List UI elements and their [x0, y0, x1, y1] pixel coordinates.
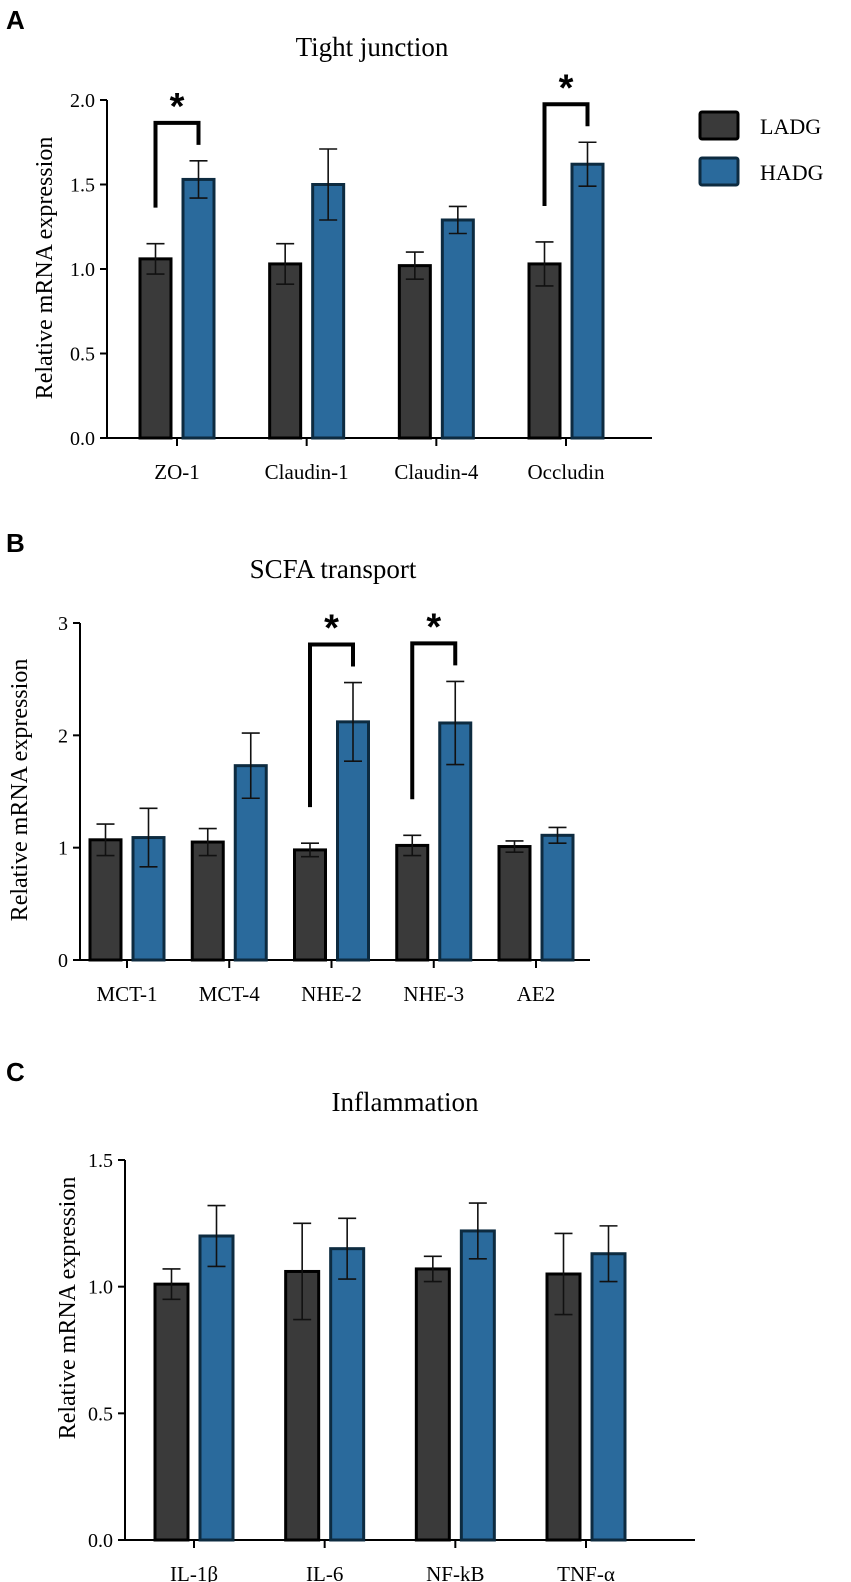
x-tick-label: Occludin	[528, 460, 605, 484]
bar-ladg	[190, 840, 225, 962]
y-tick-label: 0.5	[70, 344, 95, 366]
error-bar	[301, 842, 319, 858]
y-tick-label: 3	[58, 613, 68, 635]
y-tick-label: 0.5	[88, 1403, 113, 1425]
significance-label: *	[170, 86, 185, 128]
significance-bracket	[410, 641, 458, 800]
error-bar	[146, 242, 165, 275]
bar-hadg	[329, 1247, 366, 1542]
bar-ladg	[545, 1272, 582, 1542]
error-bar	[139, 807, 158, 868]
x-tick-label: MCT-4	[199, 982, 261, 1006]
x-tick-label: AE2	[517, 982, 556, 1006]
bar-ladg	[88, 838, 123, 962]
y-tick-label: 1	[58, 838, 68, 860]
error-bar	[198, 827, 217, 857]
error-bar	[319, 148, 338, 221]
bar-ladg	[497, 845, 532, 962]
legend-swatch-ladg	[698, 110, 740, 141]
error-bar	[293, 1222, 312, 1321]
x-tick-label: IL-6	[306, 1562, 343, 1582]
panel-letter: C	[6, 1057, 25, 1087]
x-tick-label: Claudin-4	[394, 460, 478, 484]
error-bar	[505, 840, 524, 853]
x-tick-label: NF-kB	[426, 1562, 484, 1582]
panel-c: C Inflammation Relative mRNA expression …	[6, 1057, 695, 1582]
panel-b: B SCFA transport Relative mRNA expressio…	[6, 528, 590, 1006]
y-axis-label: Relative mRNA expression	[55, 1177, 81, 1440]
error-bar	[554, 1232, 573, 1316]
y-tick-label: 2	[58, 725, 68, 747]
bar-ladg	[268, 262, 303, 440]
error-bar	[405, 251, 424, 280]
legend: LADG HADG	[698, 110, 824, 187]
bar-ladg	[397, 264, 432, 440]
significance-label: *	[324, 608, 339, 650]
x-tick-label: IL-1β	[170, 1562, 218, 1582]
x-tick-label: MCT-1	[96, 982, 157, 1006]
y-axis-label: Relative mRNA expression	[7, 659, 33, 922]
x-tick-label: NHE-3	[403, 982, 464, 1006]
significance-bracket	[308, 642, 355, 808]
significance-label: *	[559, 67, 574, 109]
bar-ladg	[414, 1267, 451, 1542]
bar-hadg	[198, 1234, 235, 1542]
error-bar	[446, 680, 465, 766]
significance-label: *	[426, 606, 441, 648]
significance-bracket	[153, 120, 201, 208]
bar-hadg	[440, 218, 475, 440]
y-tick-label: 0.0	[70, 428, 95, 450]
error-bar	[599, 1225, 618, 1283]
bar-ladg	[527, 262, 562, 440]
y-tick-label: 1.0	[70, 259, 95, 281]
error-bar	[96, 823, 115, 857]
panel-letter: A	[6, 5, 25, 35]
panel-letter: B	[6, 528, 25, 558]
error-bar	[189, 160, 208, 199]
bar-ladg	[293, 848, 327, 962]
bar-hadg	[590, 1252, 627, 1542]
y-tick-label: 1.5	[70, 175, 95, 197]
chart-title: Tight junction	[296, 32, 449, 62]
error-bar	[535, 241, 554, 287]
legend-swatch-hadg	[698, 156, 740, 187]
y-tick-label: 0.0	[88, 1530, 113, 1552]
x-tick-label: ZO-1	[154, 460, 200, 484]
chart-title: SCFA transport	[250, 554, 417, 584]
bar-ladg	[153, 1282, 190, 1542]
panel-a: A Tight junction Relative mRNA expressio…	[6, 5, 652, 484]
error-bar	[162, 1268, 181, 1301]
error-bar	[403, 834, 422, 857]
x-tick-label: Claudin-1	[265, 460, 349, 484]
chart-title: Inflammation	[332, 1087, 479, 1117]
error-bar	[468, 1202, 487, 1260]
y-axis-label: Relative mRNA expression	[32, 137, 58, 400]
y-tick-label: 2.0	[70, 90, 95, 112]
bar-hadg	[540, 833, 575, 962]
error-bar	[338, 1217, 357, 1280]
error-bar	[207, 1204, 226, 1268]
error-bar	[578, 141, 597, 187]
error-bar	[276, 242, 295, 286]
bar-hadg	[459, 1229, 496, 1542]
error-bar	[448, 205, 467, 235]
error-bar	[548, 826, 567, 844]
error-bar	[344, 681, 362, 762]
error-bar	[241, 732, 260, 800]
y-tick-label: 1.0	[88, 1277, 113, 1299]
bar-hadg	[570, 162, 605, 440]
y-tick-label: 0	[58, 950, 68, 972]
significance-bracket	[542, 102, 590, 206]
legend-label-ladg: LADG	[760, 114, 821, 139]
x-tick-label: NHE-2	[301, 982, 362, 1006]
bar-ladg	[138, 257, 173, 440]
bar-hadg	[311, 183, 346, 440]
legend-label-hadg: HADG	[760, 160, 824, 185]
y-tick-label: 1.5	[88, 1150, 113, 1172]
bar-hadg	[181, 177, 216, 440]
x-tick-label: TNF-α	[557, 1562, 615, 1582]
error-bar	[423, 1255, 442, 1283]
bar-ladg	[395, 843, 430, 962]
